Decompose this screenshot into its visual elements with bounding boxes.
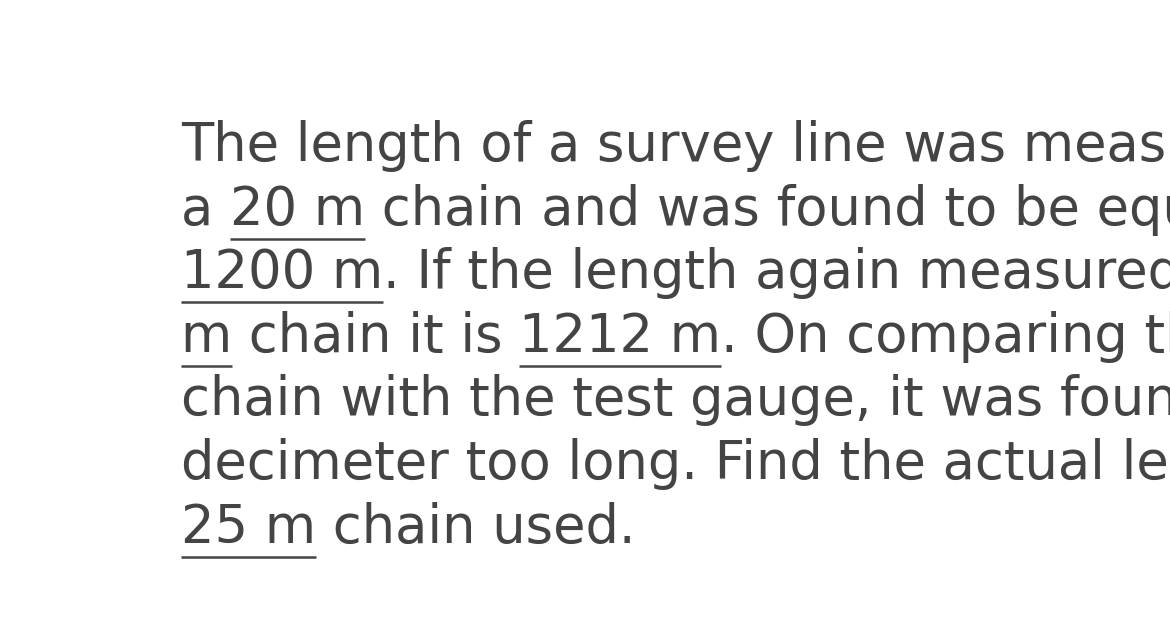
Text: . If the length again measured with: . If the length again measured with: [383, 248, 1170, 299]
Text: 20 m: 20 m: [229, 184, 365, 236]
Text: chain it is: chain it is: [232, 311, 519, 363]
Text: . On comparing the: . On comparing the: [722, 311, 1170, 363]
Text: 25 m: 25 m: [180, 502, 316, 554]
Text: a: a: [180, 184, 229, 236]
Text: decimeter too long. Find the actual length of: decimeter too long. Find the actual leng…: [180, 438, 1170, 490]
Text: chain with the test gauge, it was found to be 1: chain with the test gauge, it was found …: [180, 375, 1170, 427]
Text: The length of a survey line was measured with: The length of a survey line was measured…: [180, 120, 1170, 172]
Text: 1200 m: 1200 m: [180, 248, 383, 299]
Text: 1212 m: 1212 m: [519, 311, 722, 363]
Text: m: m: [180, 311, 232, 363]
Text: chain and was found to be equal to: chain and was found to be equal to: [365, 184, 1170, 236]
Text: chain used.: chain used.: [316, 502, 635, 554]
